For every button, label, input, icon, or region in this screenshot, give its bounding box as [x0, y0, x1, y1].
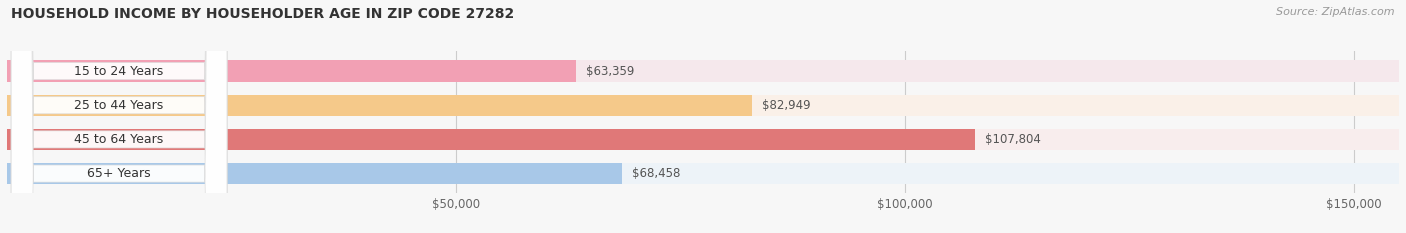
- Bar: [7, 61, 576, 82]
- Bar: [7, 129, 1399, 150]
- Bar: [7, 61, 1399, 82]
- Text: HOUSEHOLD INCOME BY HOUSEHOLDER AGE IN ZIP CODE 27282: HOUSEHOLD INCOME BY HOUSEHOLDER AGE IN Z…: [11, 7, 515, 21]
- Text: Source: ZipAtlas.com: Source: ZipAtlas.com: [1277, 7, 1395, 17]
- Bar: [7, 95, 1399, 116]
- Bar: [7, 129, 976, 150]
- Text: $107,804: $107,804: [984, 133, 1040, 146]
- FancyBboxPatch shape: [11, 0, 226, 233]
- Text: 25 to 44 Years: 25 to 44 Years: [75, 99, 163, 112]
- Text: 15 to 24 Years: 15 to 24 Years: [75, 65, 163, 78]
- Bar: [7, 95, 752, 116]
- Text: 65+ Years: 65+ Years: [87, 167, 150, 180]
- Bar: [7, 163, 621, 184]
- FancyBboxPatch shape: [11, 0, 226, 233]
- FancyBboxPatch shape: [11, 0, 226, 233]
- Text: 45 to 64 Years: 45 to 64 Years: [75, 133, 163, 146]
- Text: $63,359: $63,359: [586, 65, 634, 78]
- Text: $68,458: $68,458: [631, 167, 681, 180]
- FancyBboxPatch shape: [11, 0, 226, 233]
- Text: $82,949: $82,949: [762, 99, 810, 112]
- Bar: [7, 163, 1399, 184]
